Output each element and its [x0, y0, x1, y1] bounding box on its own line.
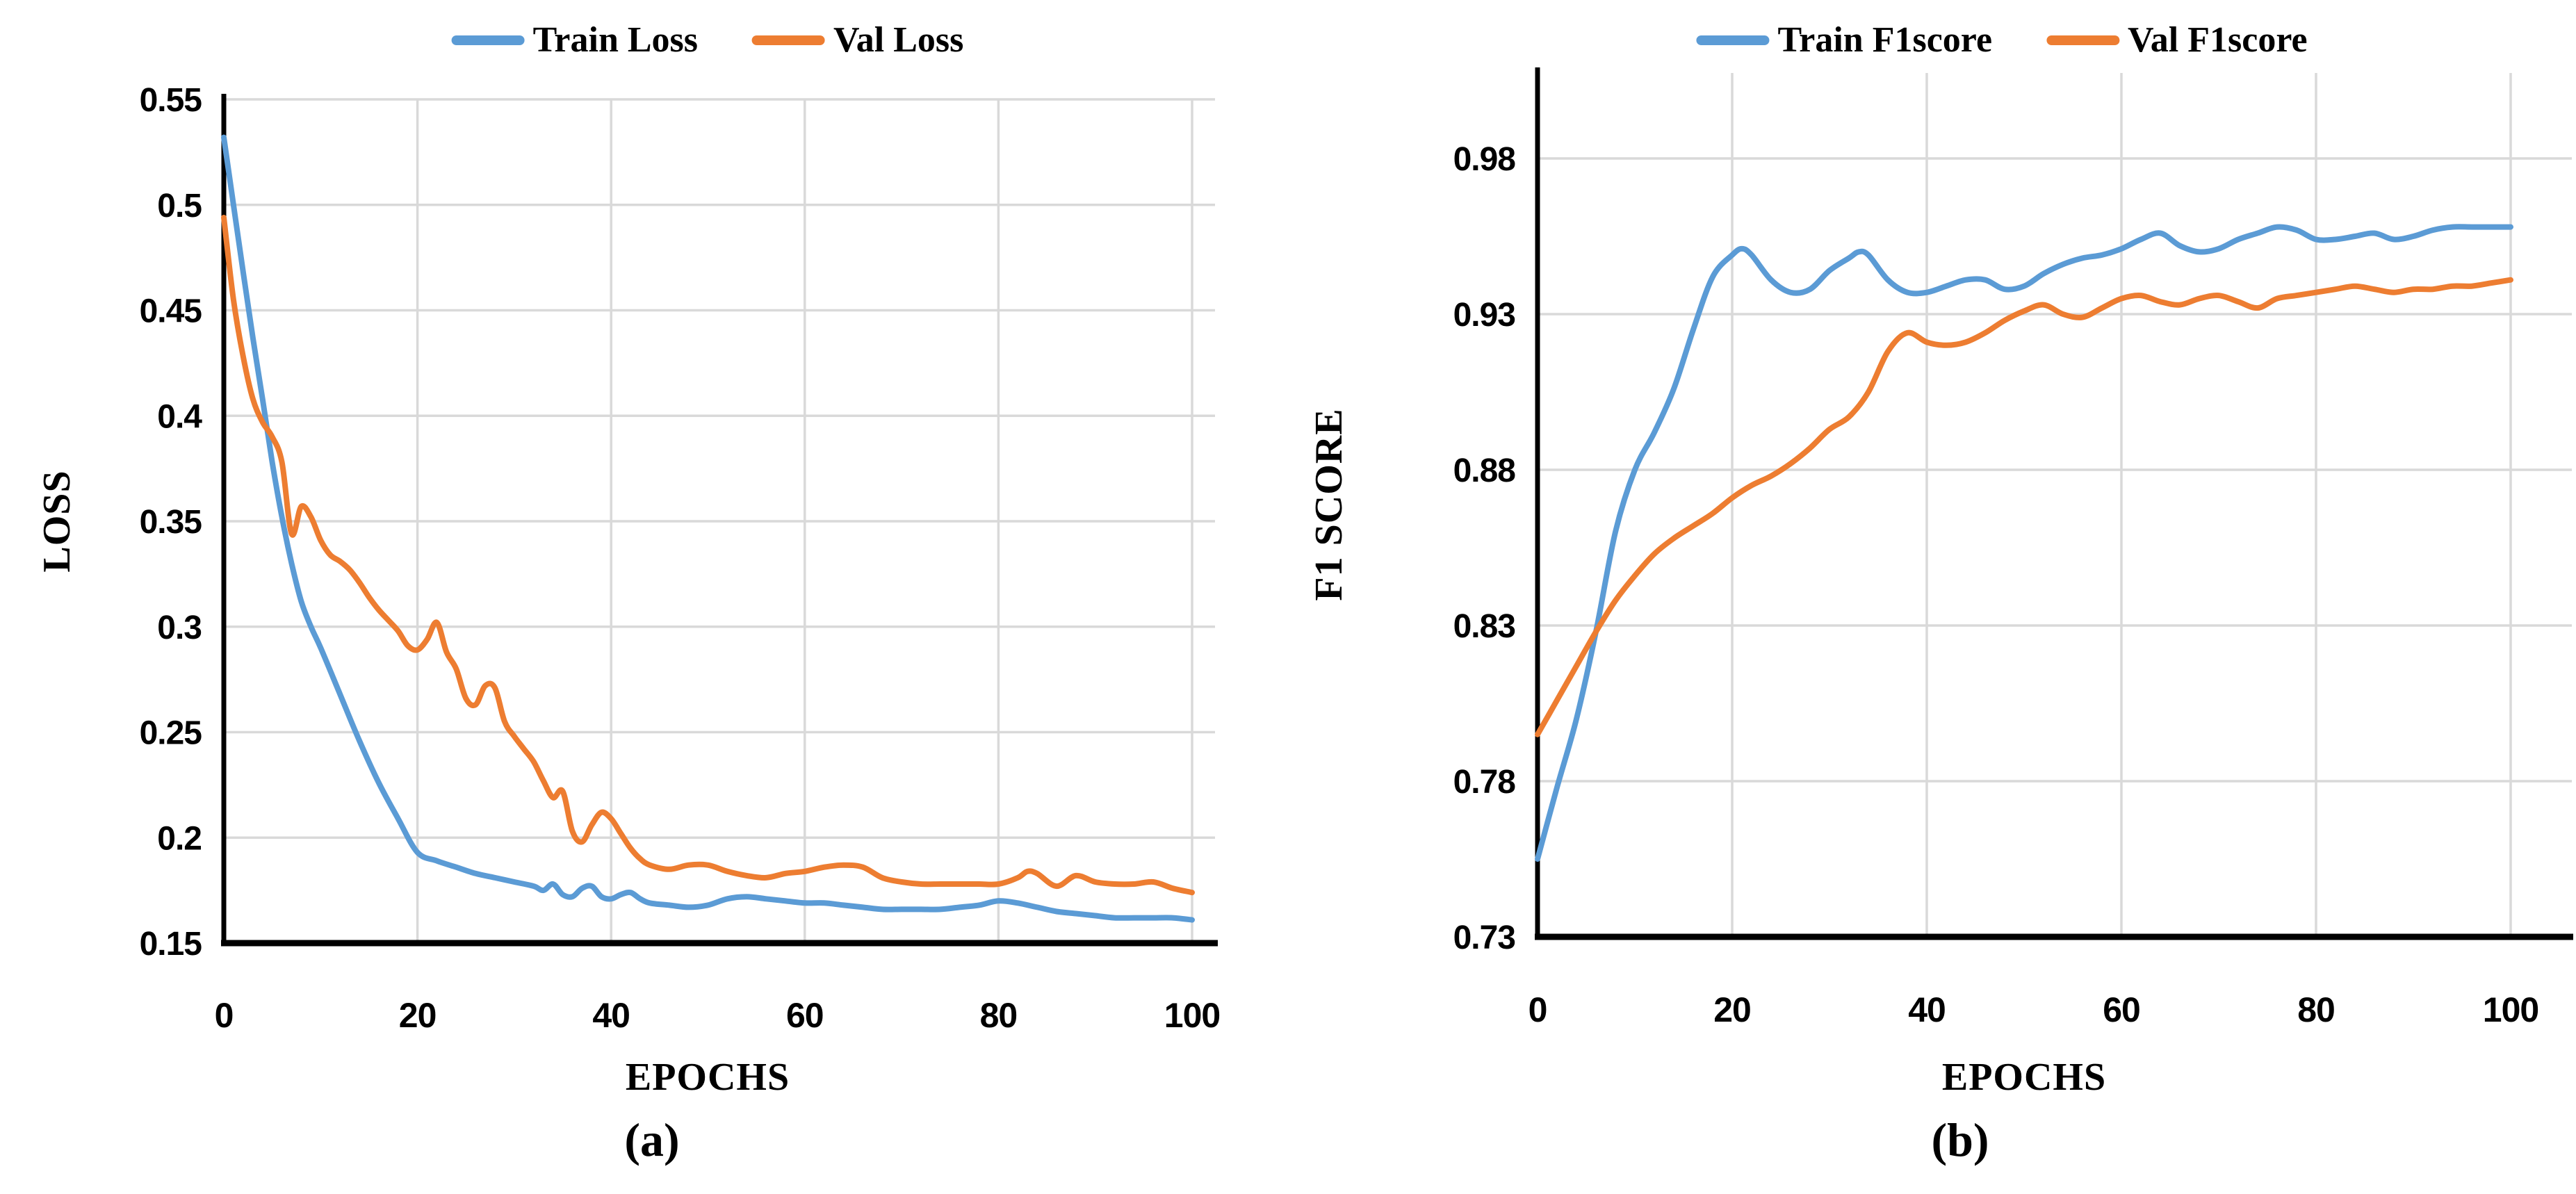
series-line-val-f1score: [1535, 277, 2513, 737]
x-tick-label: 100: [1164, 996, 1220, 1035]
y-axis-title: LOSS: [35, 470, 79, 572]
legend-item-val-loss: Val Loss: [752, 19, 963, 60]
legend-item-train-loss: Train Loss: [451, 19, 699, 60]
series-line-train-f1score: [1535, 224, 2513, 862]
x-tick-label: 0: [1529, 990, 1547, 1029]
x-tick-label: 20: [1713, 990, 1751, 1029]
series-line-val-loss: [221, 214, 1195, 896]
y-tick-label: 0.78: [1453, 764, 1516, 801]
x-tick-label: 60: [786, 996, 824, 1035]
y-tick-label: 0.4: [157, 398, 202, 435]
y-tick-label: 0.2: [157, 820, 202, 857]
legend-item-val-f1score: Val F1score: [2046, 19, 2308, 60]
x-tick-label: 100: [2483, 990, 2538, 1029]
y-tick-label: 0.73: [1453, 919, 1515, 956]
y-tick-label: 0.45: [140, 293, 202, 330]
y-tick-label: 0.25: [140, 715, 202, 752]
legend-label: Val Loss: [833, 20, 964, 60]
legend-swatch: [451, 35, 525, 45]
y-tick-label: 0.5: [157, 188, 202, 224]
x-tick-label: 40: [592, 996, 630, 1035]
x-tick-label: 60: [2103, 990, 2140, 1029]
y-tick-label: 0.83: [1453, 608, 1515, 645]
x-tick-label: 80: [980, 996, 1018, 1035]
legend-item-train-f1score: Train F1score: [1696, 19, 1992, 60]
y-tick-label: 0.3: [157, 610, 202, 646]
legend-label: Train Loss: [532, 20, 699, 60]
x-axis-title: EPOCHS: [1942, 1056, 2106, 1099]
legend-f1-chart: Train F1score Val F1score: [1696, 19, 2308, 60]
x-tick-label: 20: [399, 996, 437, 1035]
legend-label: Train F1score: [1777, 20, 1993, 60]
y-tick-label: 0.15: [140, 926, 202, 963]
y-tick-label: 0.35: [140, 504, 202, 541]
legend-swatch: [752, 35, 826, 45]
y-tick-label: 0.55: [140, 82, 202, 119]
panel-caption-a: (a): [624, 1113, 679, 1166]
series-line-train-loss: [221, 134, 1195, 923]
y-tick-label: 0.88: [1453, 452, 1516, 489]
legend-label: Val F1score: [2128, 20, 2308, 60]
y-axis-title: F1 SCORE: [1307, 408, 1351, 600]
legend-swatch: [2046, 35, 2120, 45]
y-tick-label: 0.93: [1453, 297, 1515, 334]
legend-swatch: [1696, 35, 1770, 45]
x-tick-label: 40: [1908, 990, 1946, 1029]
legend-loss-chart: Train Loss Val Loss: [451, 19, 963, 60]
panel-caption-b: (b): [1931, 1113, 1989, 1166]
x-axis-title: EPOCHS: [626, 1056, 790, 1099]
x-tick-label: 0: [215, 996, 234, 1035]
y-tick-label: 0.98: [1453, 141, 1516, 178]
x-tick-label: 80: [2297, 990, 2335, 1029]
